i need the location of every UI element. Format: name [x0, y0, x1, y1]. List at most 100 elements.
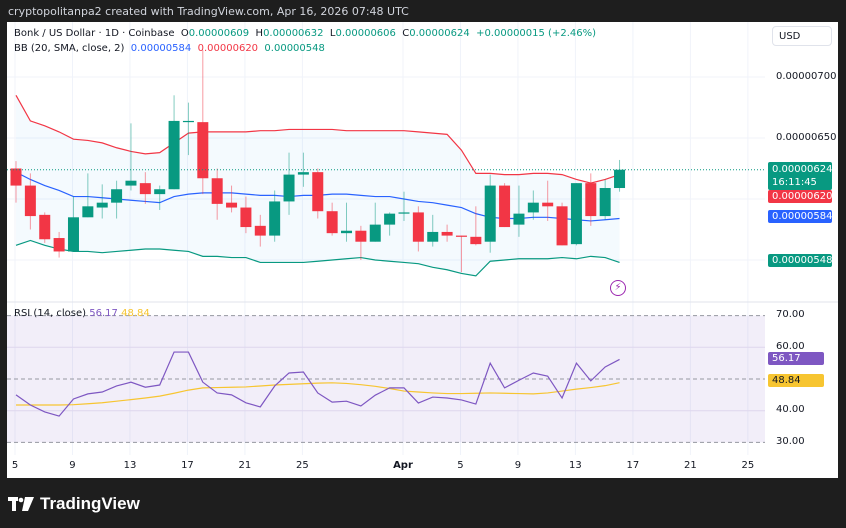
tradingview-logo-icon	[8, 497, 34, 511]
bb-lower-tag: 0.00000548	[768, 254, 832, 267]
candle-down	[326, 211, 338, 234]
candle-up	[67, 217, 79, 252]
candle-down	[226, 202, 238, 208]
last-price: 0.00000624	[772, 164, 833, 175]
candle-down	[542, 202, 554, 207]
close-value: 0.00000624	[409, 28, 470, 39]
candle-up	[283, 174, 295, 202]
candle-down	[441, 231, 453, 236]
candle-up	[297, 172, 309, 175]
bb-label[interactable]: BB (20, SMA, close, 2)	[14, 43, 125, 54]
rsi-tick: 60.00	[776, 341, 805, 352]
brand-name: TradingView	[40, 494, 140, 513]
bb-upper-tag: 0.00000620	[768, 190, 832, 203]
candle-up	[599, 188, 611, 217]
candle-down	[211, 178, 223, 204]
currency-selector[interactable]: USD	[772, 26, 832, 46]
candle-down	[585, 183, 597, 217]
candle-down	[312, 172, 324, 212]
candle-up	[513, 213, 525, 225]
price-tick: 0.00000650	[776, 132, 837, 143]
rsi-line	[15, 351, 620, 417]
candle-down	[24, 185, 36, 217]
candle-down	[53, 238, 65, 252]
rsi-label[interactable]: RSI (14, close)	[14, 308, 87, 319]
candle-down	[499, 185, 511, 228]
candle-down	[254, 225, 266, 236]
candle-up	[384, 213, 396, 225]
time-tick: 25	[741, 460, 755, 471]
high-value: 0.00000632	[263, 28, 324, 39]
open-label: O	[180, 28, 189, 39]
lightning-icon[interactable]: ⚡	[610, 280, 626, 296]
time-tick: 25	[296, 460, 309, 471]
candle-up	[182, 120, 194, 123]
close-label: C	[402, 28, 410, 39]
time-tick: 13	[123, 460, 137, 471]
time-tick: 5	[11, 460, 19, 471]
candle-up	[369, 224, 381, 242]
rsi-legend: RSI (14, close) 56.17 48.84	[14, 308, 150, 319]
candle-up	[527, 202, 539, 213]
candle-up	[125, 180, 137, 186]
change-value: +0.00000015 (+2.46%)	[476, 28, 597, 39]
price-tick: 0.00000700	[776, 71, 837, 82]
candle-down	[455, 235, 467, 237]
rsi-ma-tag: 48.84	[768, 374, 824, 387]
time-tick: 17	[181, 460, 194, 471]
candle-down	[355, 230, 367, 242]
time-tick: 21	[684, 460, 697, 471]
bb-upper-line	[15, 95, 620, 184]
candle-down	[139, 183, 151, 195]
bb-upper-value: 0.00000620	[197, 43, 259, 54]
candle-up	[427, 231, 439, 242]
rsi-value: 56.17	[89, 308, 118, 319]
tradingview-logo: TradingView	[8, 494, 140, 514]
candle-up	[398, 212, 410, 214]
candle-up	[341, 230, 353, 234]
bb-lower-value: 0.00000548	[264, 43, 325, 54]
rsi-tick: 40.00	[776, 404, 805, 415]
time-tick: 9	[514, 460, 522, 471]
open-value: 0.00000609	[188, 28, 250, 39]
candle-up	[111, 189, 123, 203]
candle-down	[556, 206, 568, 246]
time-tick: 17	[626, 460, 640, 471]
low-label: L	[329, 28, 336, 39]
rsi-ma-value: 48.84	[121, 308, 150, 319]
symbol-legend: Bonk / US Dollar · 1D · Coinbase O0.0000…	[14, 28, 596, 39]
high-label: H	[255, 28, 264, 39]
low-value: 0.00000606	[335, 28, 396, 39]
candle-down	[10, 168, 22, 186]
attribution-text: cryptopolitanpa2 created with TradingVie…	[8, 5, 409, 18]
candle-up	[570, 183, 582, 245]
candle-up	[614, 169, 626, 189]
time-tick: 5	[457, 460, 464, 471]
rsi-tag: 56.17	[768, 352, 824, 365]
candle-up	[168, 120, 180, 190]
last-price-tag: 0.00000624 16:11:45	[768, 162, 832, 190]
time-tick: 9	[69, 460, 76, 471]
candle-up	[154, 189, 166, 195]
candle-down	[39, 214, 51, 240]
candle-down	[197, 122, 209, 179]
candle-up	[484, 185, 496, 242]
candle-down	[240, 207, 252, 228]
bb-legend: BB (20, SMA, close, 2) 0.00000584 0.0000…	[14, 43, 325, 54]
candle-down	[470, 236, 482, 245]
rsi-tick: 30.00	[776, 436, 805, 447]
rsi-ma-line	[16, 382, 620, 406]
bb-basis-tag: 0.00000584	[768, 210, 832, 223]
rsi-tick: 70.00	[776, 309, 805, 320]
time-tick: Apr	[393, 460, 413, 471]
bb-basis-value: 0.00000584	[130, 43, 192, 54]
time-tick: 21	[238, 460, 252, 471]
bb-lower-line	[15, 239, 620, 277]
candle-up	[96, 202, 108, 208]
symbol-title[interactable]: Bonk / US Dollar · 1D · Coinbase	[14, 28, 175, 39]
candle-up	[269, 201, 281, 236]
bar-countdown: 16:11:45	[772, 177, 817, 188]
time-tick: 13	[569, 460, 582, 471]
candle-down	[412, 212, 424, 242]
